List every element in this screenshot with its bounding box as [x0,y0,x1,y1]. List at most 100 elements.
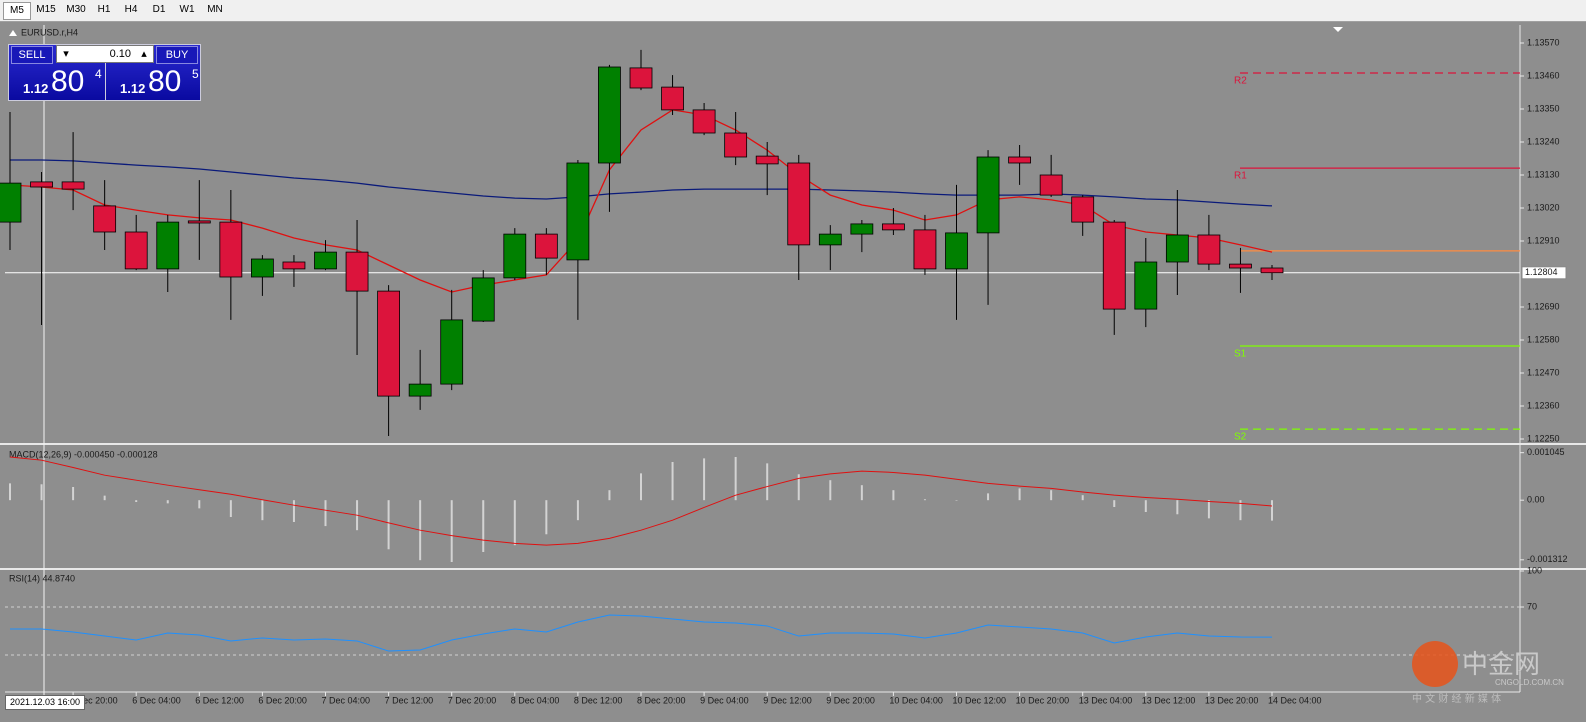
rsi-line [10,614,1273,652]
histogram-bar [324,500,327,527]
y-tick-label: 1.12470 [1527,367,1560,377]
histogram-bar [135,500,138,502]
candle-body [219,221,243,278]
y-tick-label: 1.13460 [1527,70,1560,80]
last-price-box [1521,266,1567,280]
candle-body [471,277,495,322]
x-tick-label: 6 Dec 04:00 [132,695,181,705]
timeframe-button[interactable]: M15 [36,4,56,15]
histogram-bar [1050,490,1053,501]
histogram-bar [40,484,43,501]
histogram-bar [1144,500,1147,512]
candle-body [187,220,211,224]
x-tick-label: 6 Dec 20:00 [258,695,307,705]
x-tick-label: 8 Dec 20:00 [637,695,686,705]
timeframe-button[interactable]: H1 [97,4,111,15]
candle-body [566,162,590,261]
candle-body [945,232,968,270]
candle-body [377,290,401,397]
y-tick-label: 1.13130 [1527,169,1560,179]
watermark-tagline: 中 文 财 经 新 媒 体 [1412,694,1502,705]
chart: EURUSD.r,H4 1.13570 1.13460 1.13350 1.13240 1… [0,25,1586,705]
histogram-bar [829,480,832,501]
x-tick-label: 13 Dec 12:00 [1142,695,1196,705]
x-tick-label: 10 Dec 04:00 [889,695,943,705]
toolbar: M5 M15 M30 H1 H4 D1 W1 MN [0,0,1586,22]
histogram-bar [1113,500,1116,507]
x-tick-label: 14 Dec 04:00 [1268,695,1322,705]
last-price-label: 1.12804 [1525,267,1558,277]
timeframe-button[interactable]: M30 [66,4,86,15]
candle-body [0,182,22,223]
candle-body [755,155,779,165]
candle-body [408,383,432,397]
timeframe-button[interactable]: D1 [152,4,166,15]
lot-input[interactable]: ▾ 0.10 ▴ [56,45,154,63]
histogram-bar [892,490,895,501]
histogram-bar [797,474,800,501]
timeframe-button[interactable]: H4 [124,4,138,15]
y-tick-label: 1.13350 [1527,103,1560,113]
candle-body [30,181,53,188]
bid-pips: 80 [51,65,85,98]
candle-body [503,233,527,279]
histogram-bar [166,500,169,504]
y-tick-label: 1.12250 [1527,433,1560,443]
x-tick-label: 7 Dec 20:00 [448,695,497,705]
y-tick-label: 1.13240 [1527,136,1560,146]
x-tick-label: 13 Dec 04:00 [1079,695,1133,705]
histogram-bar [1081,495,1084,501]
timeframe-button[interactable]: M5 [3,2,31,20]
y-tick-label: 0.001045 [1527,447,1565,457]
histogram-bar [923,499,926,501]
timeframe-button[interactable]: W1 [179,4,195,15]
candle-body [124,231,148,270]
candle-body [913,229,937,270]
ask-big: 1.12 [120,81,146,96]
signal-line [9,456,1273,546]
y-tick-label: 1.12910 [1527,235,1560,245]
x-tick-label: 3 Dec 20:00 [69,695,118,705]
y-tick-label: 1.12690 [1527,301,1560,311]
candle-body [850,223,874,235]
y-tick-label: 1.13020 [1527,202,1560,212]
candle-body [534,233,558,259]
histogram-bar [387,500,390,550]
shift-marker [1333,27,1343,32]
candle-body [1197,234,1221,265]
histogram-bar [72,487,75,501]
x-tick-label: 7 Dec 12:00 [385,695,434,705]
candle-body [345,251,369,292]
y-tick-label: 1.13570 [1527,37,1560,47]
candle-body [1165,234,1189,263]
candle-body [882,223,905,231]
buy-button[interactable]: BUY [156,46,198,64]
pivot-label: S2 [1234,432,1247,443]
pivot-label: R2 [1234,76,1247,87]
crosshair-time: 2021.12.03 16:00 [5,695,85,710]
watermark-title: 中金网 [1462,650,1541,680]
watermark-url: CNGOLD.COM.CN [1495,678,1564,687]
ask-point: 5 [192,67,199,81]
ask-pips: 80 [148,65,182,98]
spin-up[interactable]: ▴ [141,48,147,60]
watermark-logo [1412,641,1458,687]
candle-body [818,233,842,246]
histogram-bar [229,500,232,517]
candle-body [61,181,85,190]
histogram-bar [450,500,453,562]
spin-down[interactable]: ▾ [63,48,69,60]
histogram-bar [640,473,642,501]
y-tick-label: 100 [1527,565,1542,575]
candle-body [440,319,464,385]
timeframe-button[interactable]: MN [207,4,223,15]
symbol-icon [9,30,17,36]
histogram-bar [1018,488,1021,501]
panel-title: MACD(12,26,9) -0.000450 -0.000128 [9,449,158,459]
histogram-bar [261,500,264,521]
histogram-bar [576,500,579,521]
histogram-bar [545,500,548,535]
x-tick-label: 13 Dec 20:00 [1205,695,1259,705]
sell-button[interactable]: SELL [11,46,53,64]
histogram-bar [608,490,611,501]
